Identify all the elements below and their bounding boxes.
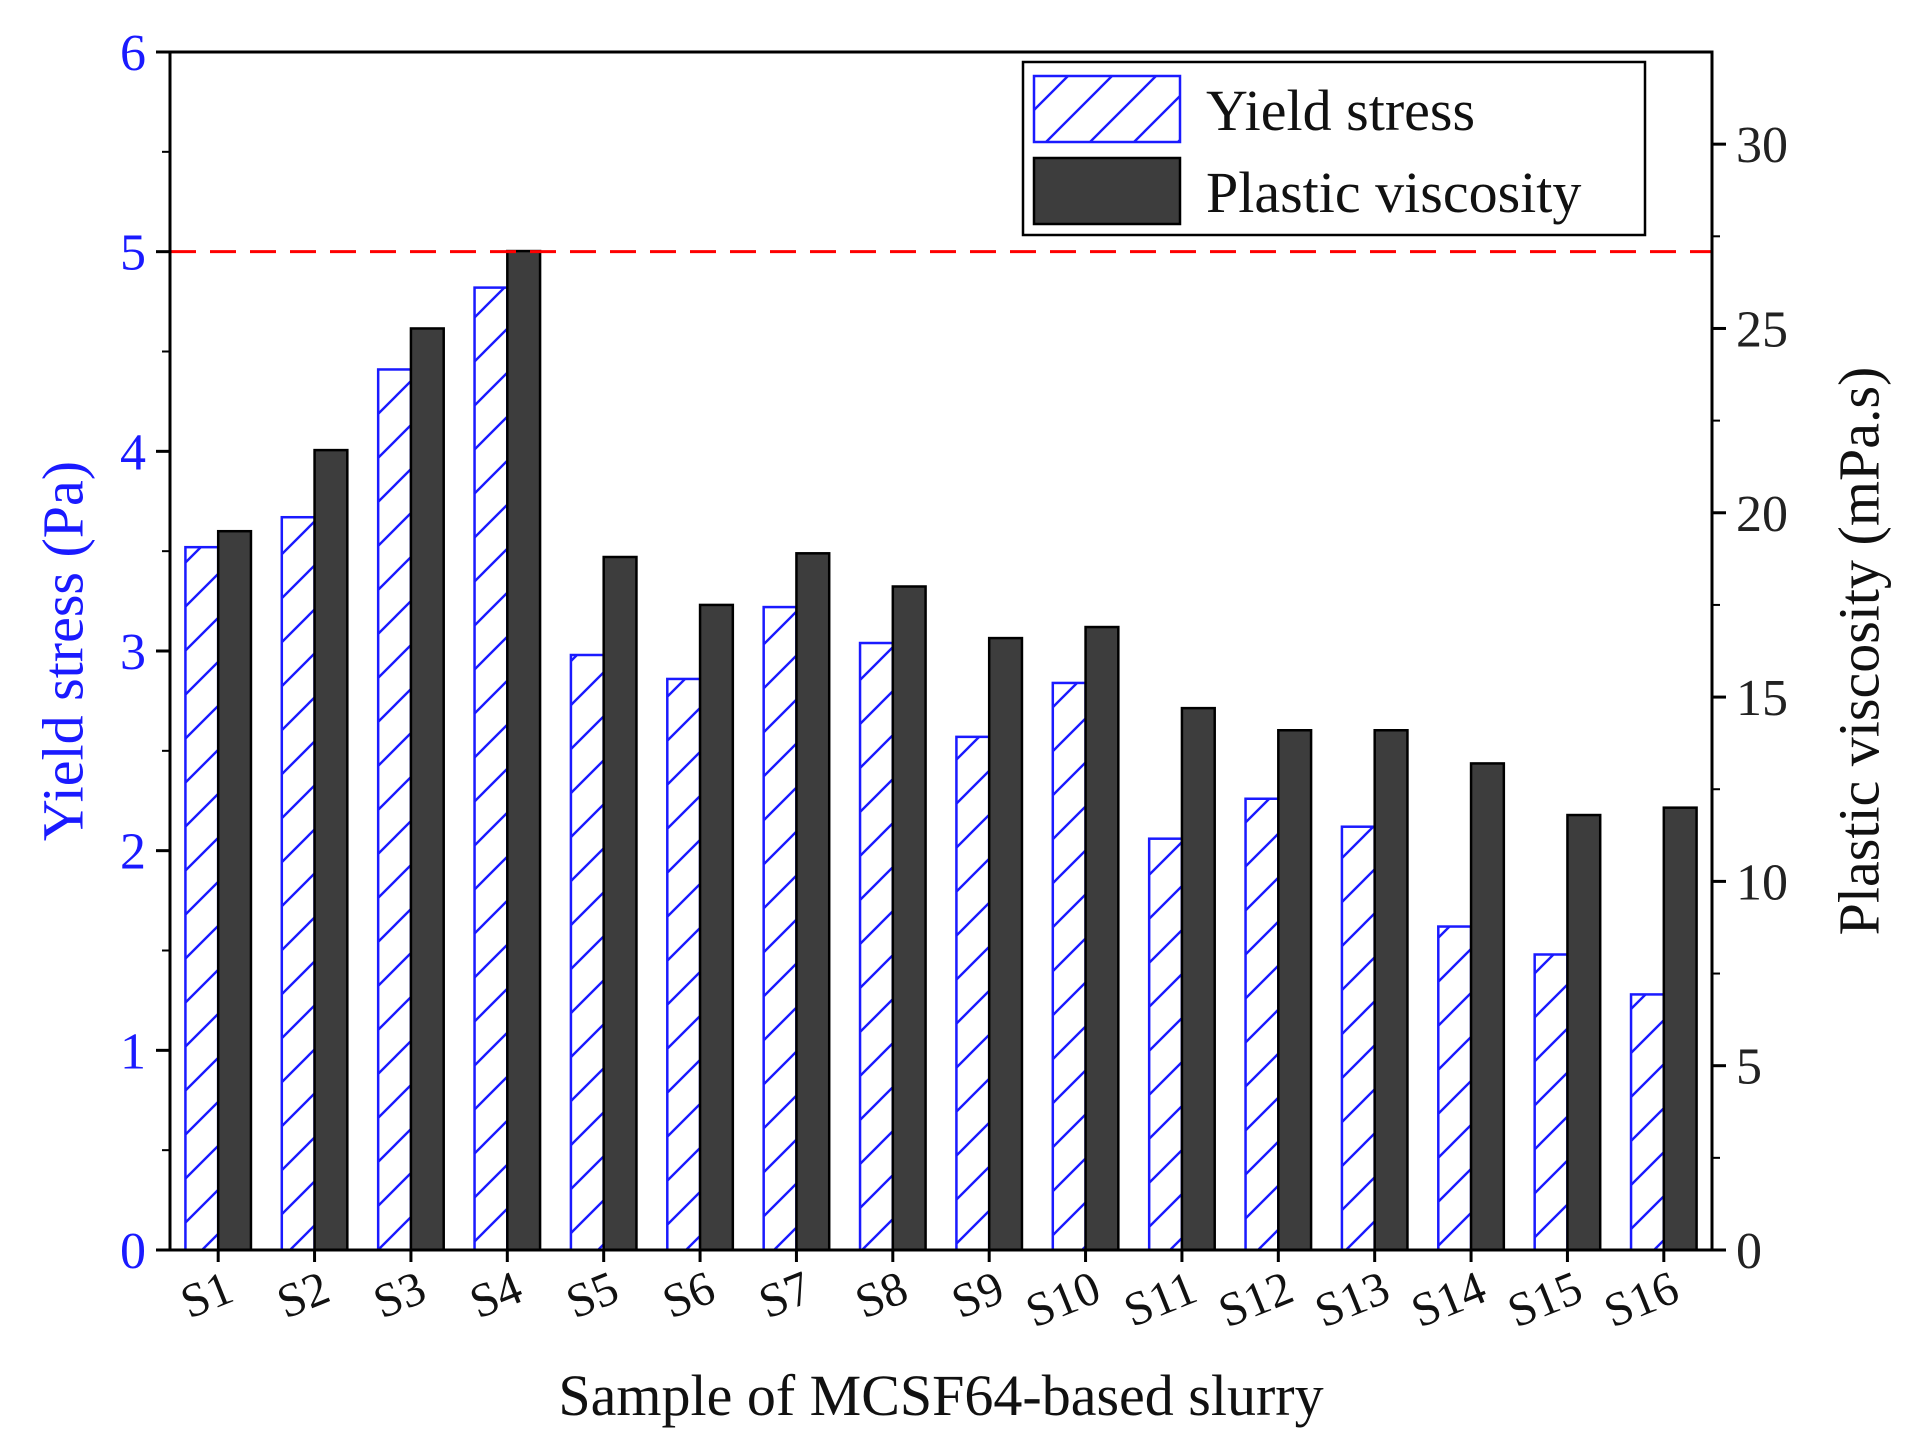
y-right-tick-label: 10 [1736,854,1788,911]
legend-swatch-yield-stress [1032,74,1182,144]
x-tick-label: S11 [1117,1261,1204,1337]
bar-yield-stress [955,735,991,1252]
bar-plastic-viscosity [1180,706,1216,1252]
legend-swatch-plastic-viscosity [1032,156,1182,226]
x-tick-label: S10 [1019,1261,1108,1338]
y-axis-left-title: Yield stress (Pa) [30,461,95,841]
bar-plastic-viscosity [1469,762,1506,1252]
bar-yield-stress [1533,953,1569,1252]
x-tick-label: S12 [1211,1261,1300,1338]
y-left-tick-label: 3 [120,624,146,681]
bar-yield-stress [1629,993,1666,1252]
bar-yield-stress [666,677,702,1252]
x-tick-label: S5 [559,1261,626,1329]
bar-plastic-viscosity [506,249,542,1252]
bar-plastic-viscosity [1277,729,1313,1252]
bar-yield-stress [1244,797,1280,1252]
y-left-tick-label: 0 [120,1223,146,1280]
x-tick-label: S1 [173,1261,240,1329]
y-axis-right-title: Plastic viscosity (mPa.s) [1826,367,1891,936]
legend-label-plastic-viscosity: Plastic viscosity [1206,160,1581,225]
bar-yield-stress [858,641,895,1252]
bar-plastic-viscosity [602,555,638,1252]
y-left-tick-label: 2 [120,824,146,881]
y-right-tick-label: 20 [1736,486,1788,543]
bar-yield-stress [1051,681,1087,1252]
x-axis-title: Sample of MCSF64-based slurry [558,1363,1323,1428]
y-right-tick-label: 15 [1736,670,1788,727]
bar-yield-stress [1147,837,1184,1252]
bar-yield-stress [184,545,220,1252]
bar-plastic-viscosity [1373,729,1409,1252]
legend-label-yield-stress: Yield stress [1206,78,1475,143]
x-tick-label: S2 [270,1261,337,1329]
bar-plastic-viscosity [698,603,735,1252]
y-left-tick-label: 4 [120,424,146,481]
x-tick-label: S4 [463,1261,530,1329]
x-tick-label: S13 [1308,1261,1397,1338]
bar-plastic-viscosity [987,636,1024,1252]
bar-yield-stress [1340,825,1376,1252]
bar-plastic-viscosity [1084,625,1120,1252]
bar-yield-stress [473,286,509,1252]
bar-yield-stress [376,368,413,1252]
bar-yield-stress [1437,925,1473,1252]
bar-plastic-viscosity [795,552,831,1252]
y-right-tick-label: 30 [1736,117,1788,174]
y-right-tick-label: 0 [1736,1223,1762,1280]
x-tick-label: S16 [1597,1261,1686,1338]
bar-plastic-viscosity [1566,813,1602,1252]
legend: Yield stress Plastic viscosity [1021,60,1647,237]
y-left-tick-label: 6 [120,25,146,82]
y-left-tick-label: 1 [120,1023,146,1080]
bar-plastic-viscosity [313,448,349,1252]
bar-plastic-viscosity [216,529,253,1252]
x-tick-label: S3 [366,1261,433,1329]
x-tick-label: S15 [1500,1261,1589,1338]
bar-yield-stress [280,515,316,1252]
x-tick-label: S7 [752,1261,819,1329]
y-right-tick-label: 25 [1736,301,1788,358]
x-tick-label: S14 [1404,1261,1493,1338]
x-tick-label: S6 [655,1261,722,1329]
bar-plastic-viscosity [1662,806,1698,1252]
bar-yield-stress [569,653,605,1252]
bar-yield-stress [762,605,798,1252]
y-left-tick-label: 5 [120,225,146,282]
y-right-tick-label: 5 [1736,1039,1762,1096]
bar-plastic-viscosity [409,327,445,1252]
x-tick-label: S8 [848,1261,915,1329]
x-tick-label: S9 [944,1261,1011,1329]
bar-plastic-viscosity [891,585,927,1252]
